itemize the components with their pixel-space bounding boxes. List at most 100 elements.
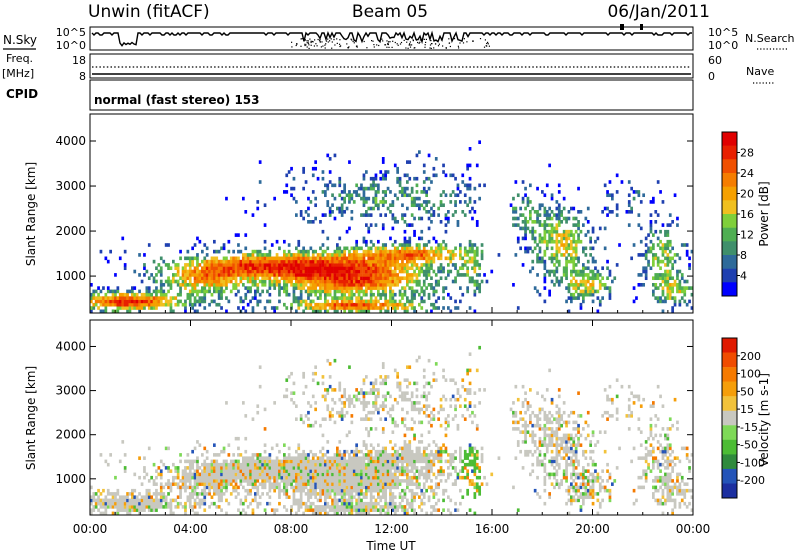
heat-cell xyxy=(367,459,371,464)
heat-cell xyxy=(128,289,132,294)
heat-cell xyxy=(365,210,368,214)
heat-cell xyxy=(273,511,277,516)
heat-cell xyxy=(369,296,373,300)
heat-cell xyxy=(606,266,609,271)
heat-cell xyxy=(676,269,679,274)
heat-cell xyxy=(338,249,342,254)
heat-cell xyxy=(430,286,433,290)
heat-cell xyxy=(338,183,342,188)
heat-cell xyxy=(425,243,429,247)
heat-cell xyxy=(374,407,378,412)
heat-cell xyxy=(99,505,103,509)
heat-cell xyxy=(198,466,202,470)
heat-cell xyxy=(350,469,354,473)
heat-cell xyxy=(106,296,110,300)
heat-cell xyxy=(374,253,378,257)
heat-cell xyxy=(244,469,248,473)
heat-cell xyxy=(314,283,318,287)
heat-cell xyxy=(591,283,595,287)
heat-cell xyxy=(179,501,182,506)
heat-cell xyxy=(205,273,209,277)
heat-cell xyxy=(343,472,347,477)
heat-cell xyxy=(473,309,477,314)
heat-cell xyxy=(263,273,267,277)
heat-cell xyxy=(268,283,272,287)
heat-cell xyxy=(270,466,274,470)
heat-cell xyxy=(188,279,192,284)
heat-cell xyxy=(608,210,612,214)
heat-cell xyxy=(283,253,286,257)
heat-cell xyxy=(565,243,568,247)
heat-cell xyxy=(475,220,479,224)
heat-cell xyxy=(652,253,655,257)
heat-cell xyxy=(270,279,274,284)
heat-cell xyxy=(203,292,207,297)
heat-cell xyxy=(217,259,221,264)
heat-cell xyxy=(401,302,404,307)
heat-cell xyxy=(297,266,301,271)
heat-cell xyxy=(340,273,344,277)
heat-cell xyxy=(314,466,318,470)
heat-cell xyxy=(338,253,342,257)
heat-cell xyxy=(451,253,455,257)
heat-cell xyxy=(374,456,378,460)
heat-cell xyxy=(338,176,342,181)
heat-cell xyxy=(362,407,366,412)
heat-cell xyxy=(321,381,325,386)
heat-cell xyxy=(652,243,655,247)
heat-cell xyxy=(147,276,151,281)
heat-cell xyxy=(548,163,552,168)
heat-cell xyxy=(352,292,356,297)
heat-cell xyxy=(586,266,590,271)
heat-cell xyxy=(437,266,441,271)
heat-cell xyxy=(536,273,539,277)
heat-cell xyxy=(126,511,129,516)
heat-cell xyxy=(118,498,122,503)
heat-cell xyxy=(150,306,154,310)
heat-cell xyxy=(215,466,219,470)
heat-cell xyxy=(321,475,325,480)
heat-cell xyxy=(198,273,202,277)
freq-tick-bottom: 8 xyxy=(79,70,86,83)
heat-cell xyxy=(302,462,306,467)
heat-cell xyxy=(406,266,409,271)
heat-cell xyxy=(343,273,347,277)
heat-cell xyxy=(393,216,397,221)
heat-cell xyxy=(391,404,395,408)
heat-cell xyxy=(97,306,100,310)
heat-cell xyxy=(606,286,609,290)
heat-cell xyxy=(615,206,619,211)
heat-cell xyxy=(273,263,277,267)
heat-cell xyxy=(152,299,156,304)
heat-cell xyxy=(473,210,477,214)
heat-cell xyxy=(475,286,479,290)
heat-cell xyxy=(379,176,383,181)
heat-cell xyxy=(232,276,236,281)
heat-cell xyxy=(386,276,390,281)
heat-cell xyxy=(254,266,257,271)
heat-cell xyxy=(292,381,296,386)
heat-cell xyxy=(188,292,192,297)
heat-cell xyxy=(379,249,383,254)
heat-cell xyxy=(135,508,139,512)
heat-cell xyxy=(567,296,571,300)
heat-cell xyxy=(524,216,527,221)
nsearch-dot xyxy=(433,47,435,49)
heat-cell xyxy=(393,495,397,499)
heat-cell xyxy=(208,286,211,290)
heat-cell xyxy=(242,459,245,464)
heat-cell xyxy=(297,485,301,490)
nsearch-dot xyxy=(311,40,313,43)
heat-cell xyxy=(275,306,279,310)
heat-cell xyxy=(345,273,349,277)
heat-cell xyxy=(572,296,576,300)
heat-cell xyxy=(338,485,342,490)
heat-cell xyxy=(186,292,190,297)
nsearch-dot xyxy=(387,42,389,44)
heat-cell xyxy=(314,269,318,274)
heat-cell xyxy=(372,459,375,464)
heat-cell xyxy=(297,276,301,281)
heat-cell xyxy=(299,286,303,290)
heat-cell xyxy=(538,233,542,237)
heat-cell xyxy=(661,249,665,254)
